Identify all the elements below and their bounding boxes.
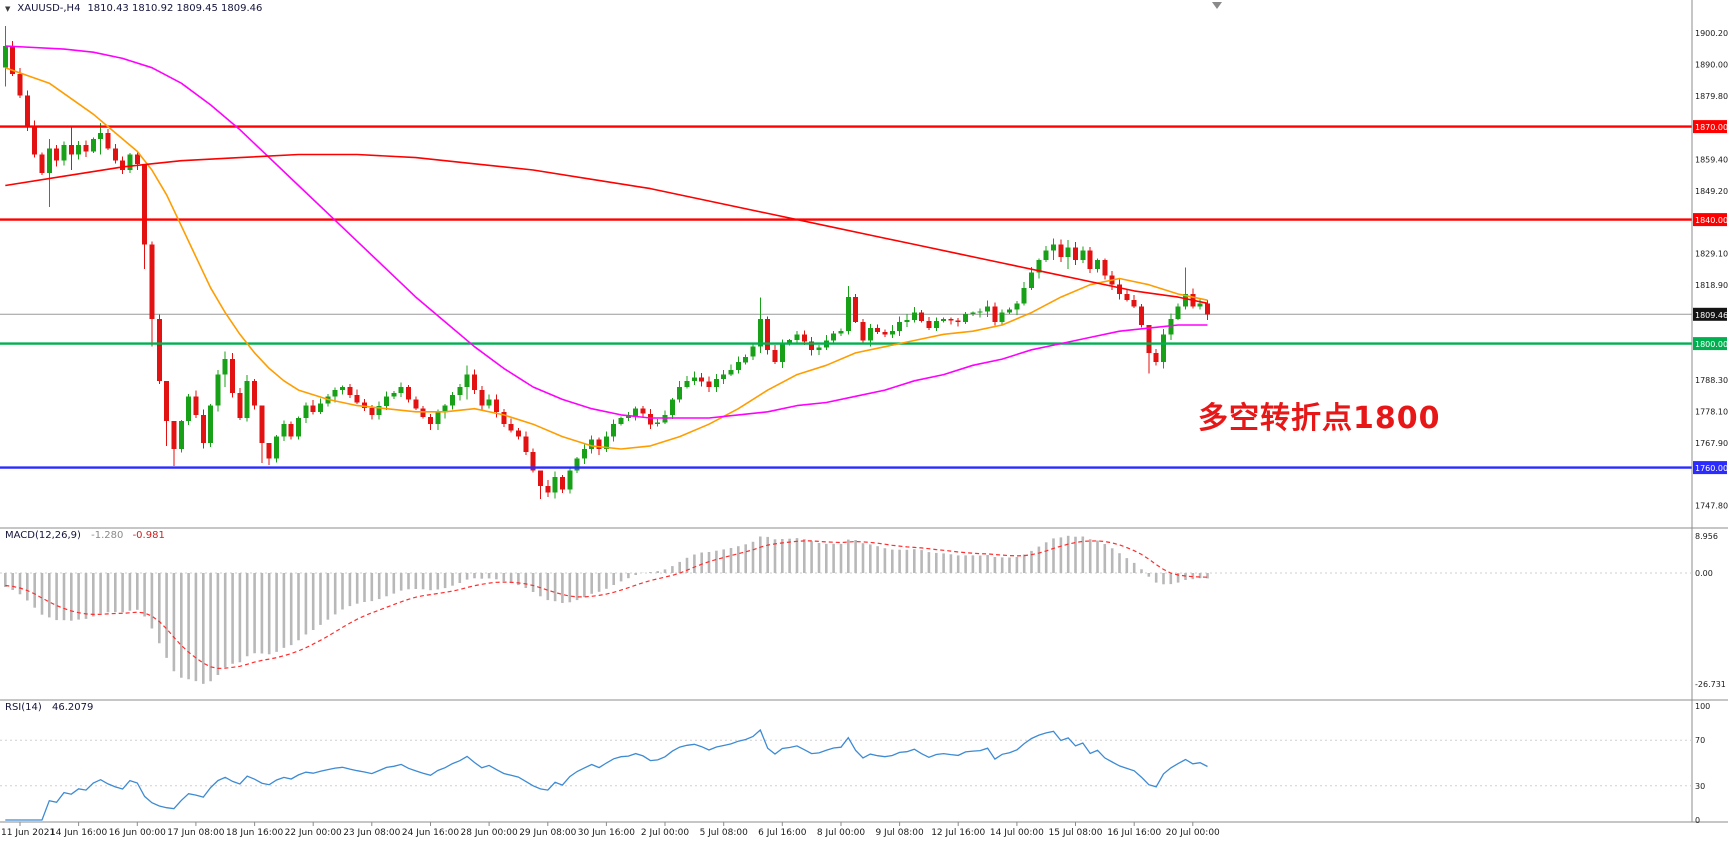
svg-text:28 Jun 00:00: 28 Jun 00:00 [461, 828, 518, 838]
price-badge-1870.00: 1870.00 [1693, 120, 1728, 134]
svg-text:20 Jul 00:00: 20 Jul 00:00 [1166, 828, 1220, 838]
svg-text:1809.46: 1809.46 [1695, 311, 1728, 320]
price-axis[interactable]: 1900.20 1890.00 1879.80 1859.40 1849.20 1829.… [1695, 29, 1728, 510]
svg-text:17 Jun 08:00: 17 Jun 08:00 [167, 828, 224, 838]
price-badge-1760.00: 1760.00 [1693, 461, 1728, 475]
svg-text:1890.00: 1890.00 [1695, 61, 1728, 70]
svg-text:0.00: 0.00 [1695, 569, 1713, 578]
svg-text:1747.80: 1747.80 [1695, 501, 1728, 510]
svg-text:30 Jun 16:00: 30 Jun 16:00 [578, 828, 635, 838]
svg-text:-26.731: -26.731 [1695, 680, 1726, 689]
svg-text:15 Jul 08:00: 15 Jul 08:00 [1049, 828, 1103, 838]
svg-text:23 Jun 08:00: 23 Jun 08:00 [343, 828, 400, 838]
macd-panel-label: MACD(12,26,9) -1.280 -0.981 [5, 530, 165, 541]
svg-text:1849.20: 1849.20 [1695, 187, 1728, 196]
macd-indicator-name: MACD(12,26,9) [5, 530, 81, 541]
svg-text:8.956: 8.956 [1695, 532, 1718, 541]
svg-text:9 Jul 08:00: 9 Jul 08:00 [875, 828, 924, 838]
rsi-indicator-name: RSI(14) [5, 702, 42, 713]
rsi-value: 46.2079 [51, 702, 94, 713]
svg-text:11 Jun 2021: 11 Jun 2021 [1, 828, 55, 838]
svg-text:1859.40: 1859.40 [1695, 156, 1728, 165]
svg-text:1760.00: 1760.00 [1695, 464, 1728, 473]
macd-scale: 8.956 0.00 -26.731 [1695, 532, 1726, 689]
svg-text:14 Jul 00:00: 14 Jul 00:00 [990, 828, 1044, 838]
svg-text:22 Jun 00:00: 22 Jun 00:00 [285, 828, 342, 838]
svg-text:16 Jun 00:00: 16 Jun 00:00 [109, 828, 166, 838]
svg-text:1788.30: 1788.30 [1695, 376, 1728, 385]
chart-title: ▼ XAUUSD-,H4 1810.43 1810.92 1809.45 180… [5, 3, 262, 14]
svg-text:18 Jun 16:00: 18 Jun 16:00 [226, 828, 283, 838]
macd-main-value: -1.280 [91, 530, 124, 541]
svg-text:0: 0 [1695, 816, 1700, 825]
ma-slow-line [5, 153, 1208, 305]
chart-annotation-text[interactable]: 多空转折点1800 [1198, 401, 1441, 436]
svg-text:100: 100 [1695, 702, 1710, 711]
collapse-indicator-icon[interactable]: ▼ [5, 4, 11, 13]
macd-signal-line [5, 540, 1208, 670]
svg-text:12 Jul 16:00: 12 Jul 16:00 [931, 828, 985, 838]
svg-text:1767.90: 1767.90 [1695, 439, 1728, 448]
rsi-scale: 100 70 30 0 [1695, 702, 1710, 825]
svg-text:1800.00: 1800.00 [1695, 340, 1728, 349]
price-badge-1840.00: 1840.00 [1693, 213, 1728, 227]
svg-text:1778.10: 1778.10 [1695, 408, 1728, 417]
ohlc-values: 1810.43 1810.92 1809.45 1809.46 [87, 3, 263, 14]
svg-text:16 Jul 16:00: 16 Jul 16:00 [1107, 828, 1161, 838]
ma-fast-line [5, 66, 1208, 450]
svg-text:24 Jun 16:00: 24 Jun 16:00 [402, 828, 459, 838]
svg-text:1818.90: 1818.90 [1695, 281, 1728, 290]
svg-text:14 Jun 16:00: 14 Jun 16:00 [50, 828, 107, 838]
svg-text:5 Jul 08:00: 5 Jul 08:00 [700, 828, 749, 838]
svg-text:1870.00: 1870.00 [1695, 123, 1728, 132]
svg-text:1840.00: 1840.00 [1695, 216, 1728, 225]
ma-mid-line [5, 45, 1208, 419]
macd-histogram [4, 535, 1209, 684]
svg-text:8 Jul 00:00: 8 Jul 00:00 [817, 828, 866, 838]
svg-text:29 Jun 08:00: 29 Jun 08:00 [519, 828, 576, 838]
svg-text:30: 30 [1695, 782, 1705, 791]
rsi-line [5, 728, 1208, 821]
macd-signal-value: -0.981 [132, 530, 165, 541]
svg-text:1900.20: 1900.20 [1695, 29, 1728, 38]
symbol-period-label: XAUUSD-,H4 [17, 3, 81, 14]
price-badge-1809.46: 1809.46 [1693, 307, 1728, 321]
svg-text:1829.10: 1829.10 [1695, 249, 1728, 258]
chart-shift-marker-icon[interactable] [1212, 2, 1222, 9]
candlestick-series [2, 25, 1210, 500]
rsi-panel-label: RSI(14) 46.2079 [5, 702, 93, 713]
svg-text:6 Jul 16:00: 6 Jul 16:00 [758, 828, 807, 838]
price-badge-1800.00: 1800.00 [1693, 337, 1728, 351]
svg-text:70: 70 [1695, 736, 1705, 745]
svg-text:1879.80: 1879.80 [1695, 92, 1728, 101]
svg-text:2 Jul 00:00: 2 Jul 00:00 [641, 828, 690, 838]
